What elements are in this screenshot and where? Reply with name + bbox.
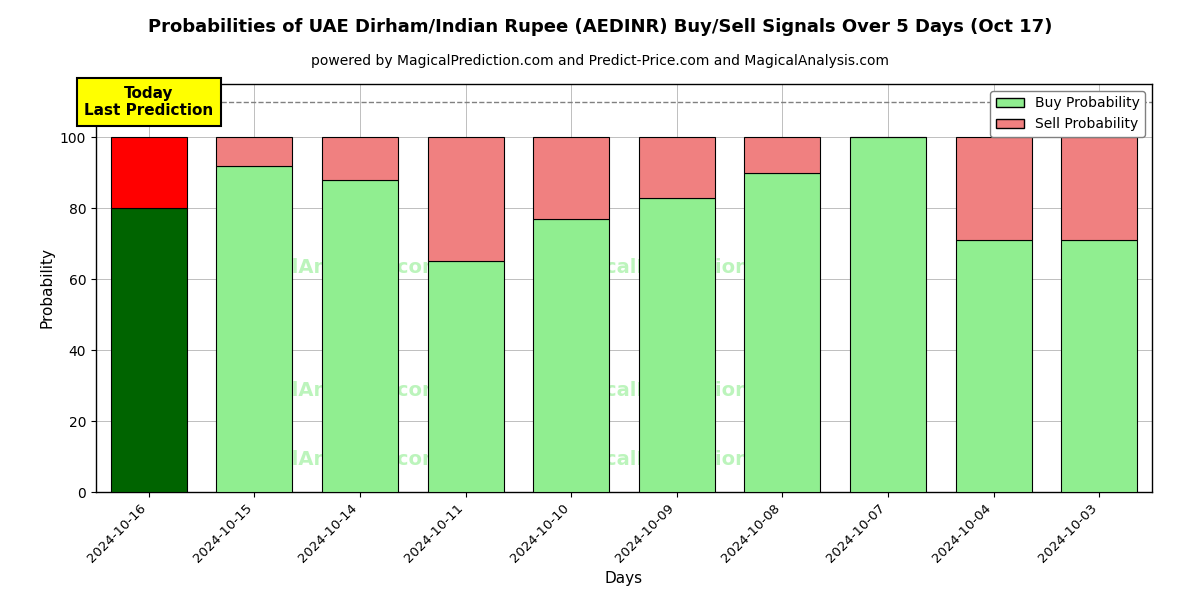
Bar: [1061, 240, 1138, 492]
Bar: [744, 173, 821, 492]
Text: MagicalAnalysis.com: MagicalAnalysis.com: [214, 380, 443, 400]
Bar: [110, 137, 187, 208]
Text: Today
Last Prediction: Today Last Prediction: [84, 86, 214, 118]
Bar: [110, 208, 187, 492]
Text: MagicalAnalysis.com: MagicalAnalysis.com: [214, 450, 443, 469]
Text: Probabilities of UAE Dirham/Indian Rupee (AEDINR) Buy/Sell Signals Over 5 Days (: Probabilities of UAE Dirham/Indian Rupee…: [148, 18, 1052, 36]
Bar: [744, 137, 821, 173]
Text: MagicalPrediction.com: MagicalPrediction.com: [552, 258, 802, 277]
Bar: [850, 137, 926, 492]
Bar: [638, 197, 715, 492]
Bar: [955, 240, 1032, 492]
Bar: [955, 137, 1032, 240]
Bar: [427, 262, 504, 492]
Text: powered by MagicalPrediction.com and Predict-Price.com and MagicalAnalysis.com: powered by MagicalPrediction.com and Pre…: [311, 54, 889, 68]
Bar: [1061, 137, 1138, 240]
Bar: [216, 166, 293, 492]
X-axis label: Days: Days: [605, 571, 643, 586]
Text: MagicalPrediction.com: MagicalPrediction.com: [552, 380, 802, 400]
Bar: [322, 180, 398, 492]
Bar: [533, 219, 610, 492]
Legend: Buy Probability, Sell Probability: Buy Probability, Sell Probability: [990, 91, 1145, 137]
Text: MagicalAnalysis.com: MagicalAnalysis.com: [214, 258, 443, 277]
Bar: [638, 137, 715, 197]
Bar: [216, 137, 293, 166]
Bar: [533, 137, 610, 219]
Y-axis label: Probability: Probability: [40, 247, 54, 328]
Text: MagicalPrediction.com: MagicalPrediction.com: [552, 450, 802, 469]
Bar: [322, 137, 398, 180]
Bar: [427, 137, 504, 262]
